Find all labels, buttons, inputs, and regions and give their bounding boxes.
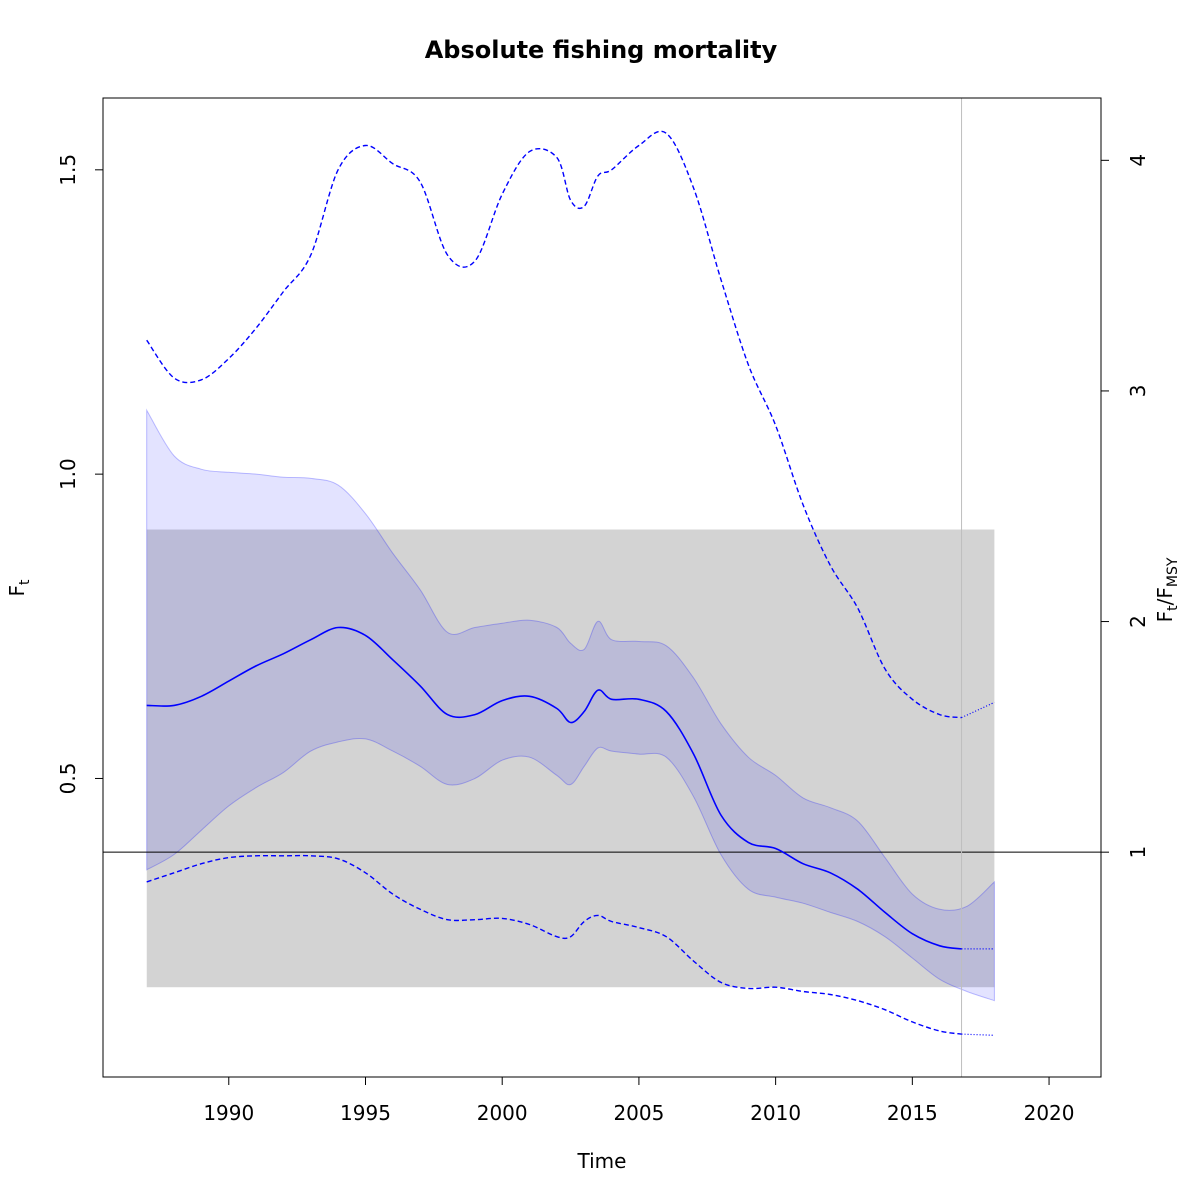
shaded-band [146, 529, 995, 988]
y-tick-label: 1.0 [56, 458, 80, 490]
y-axis-title-main: F [5, 585, 29, 597]
y2-axis-title-slash: / [1153, 598, 1177, 605]
x-tick-label: 1995 [340, 1101, 391, 1125]
y2-axis-title: Ft/FMSY [1153, 557, 1181, 622]
y2-tick-label: 4 [1126, 154, 1150, 167]
y2-tick-label: 3 [1126, 385, 1150, 398]
pred-upper-forecast-line [961, 701, 995, 719]
x-tick-label: 2015 [887, 1101, 938, 1125]
axes: 1990 1995 2000 2005 2010 2015 2020 0.5 1.0 1.5 1 2 3… [56, 97, 1150, 1125]
y-axis-title: Ft [5, 579, 33, 597]
estimate-line [146, 626, 962, 950]
x-tick-label: 2020 [1024, 1101, 1075, 1125]
x-tick-label: 2010 [750, 1101, 801, 1125]
x-tick-label: 1990 [203, 1101, 254, 1125]
y-axis-title-sub: t [17, 579, 33, 585]
plot-area [103, 98, 1101, 1077]
pred-lower-forecast-line [961, 1033, 995, 1036]
y2-axis-title-a: F [1153, 611, 1177, 623]
pred-upper-line [146, 130, 962, 719]
x-tick-label: 2005 [613, 1101, 664, 1125]
y2-axis-title-a-sub: t [1165, 605, 1181, 611]
y-tick-label: 0.5 [56, 763, 80, 795]
y2-axis-title-b: F [1153, 587, 1177, 599]
x-tick-label: 2000 [477, 1101, 528, 1125]
chart-title: Absolute fishing mortality [425, 36, 778, 64]
y2-tick-label: 1 [1126, 846, 1150, 859]
y-tick-label: 1.5 [56, 154, 80, 186]
y2-axis-title-b-sub: MSY [1165, 557, 1181, 587]
pred-lower-line [146, 854, 962, 1035]
ci-ribbon [146, 408, 995, 1002]
x-axis-title: Time [577, 1149, 627, 1173]
y2-tick-label: 2 [1126, 615, 1150, 628]
